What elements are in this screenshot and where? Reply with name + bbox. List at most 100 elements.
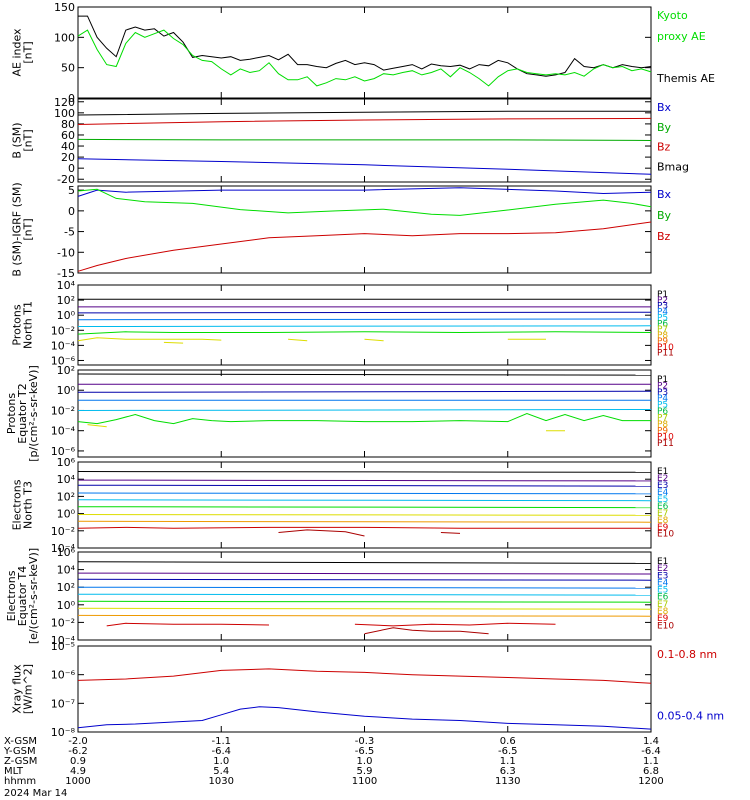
- legend-entry: E8: [657, 516, 669, 526]
- series-line: [77, 318, 652, 321]
- x-tick-label: -2.0: [68, 736, 88, 747]
- series-line: [77, 471, 652, 473]
- series-line: [77, 561, 652, 564]
- series-line: [78, 15, 652, 77]
- legend-entry: E1: [657, 467, 668, 477]
- legend-entry: E6: [657, 593, 669, 603]
- series-line: [77, 706, 652, 730]
- x-tick-label: -1.1: [211, 736, 231, 747]
- y-tick-label: 80: [61, 118, 75, 131]
- series-line: [77, 506, 652, 509]
- x-tick-label: -0.3: [355, 736, 375, 747]
- x-tick-label: -6.5: [355, 746, 375, 757]
- y-tick-label: 20: [61, 151, 75, 164]
- series-line: [77, 586, 652, 589]
- series-line: [77, 337, 222, 342]
- y-tick-label: 40: [61, 140, 75, 153]
- legend-entry: E2: [657, 474, 668, 484]
- series-line: [77, 499, 652, 502]
- legend-entry: By: [657, 209, 672, 222]
- legend-entry: P1: [657, 290, 668, 300]
- x-tick-label: 1100: [352, 776, 377, 787]
- legend-entry: E5: [657, 586, 668, 596]
- series-line: [354, 622, 556, 627]
- series-line: [77, 607, 652, 610]
- x-tick-label: 0.9: [70, 756, 86, 767]
- y-tick-label: -10: [57, 246, 75, 259]
- y-tick-label: 10²: [57, 294, 75, 307]
- y-tick-label: 0: [68, 162, 75, 175]
- series-line: [77, 221, 652, 272]
- series-line: [77, 331, 652, 335]
- y-tick-label: 150: [54, 1, 75, 14]
- series-line: [77, 668, 652, 684]
- legend-entry: P1: [657, 375, 668, 385]
- x-tick-label: 1.1: [500, 756, 516, 767]
- legend-entry: proxy AE: [657, 30, 706, 43]
- legend-entry: E6: [657, 502, 669, 512]
- x-tick-label: 1.4: [643, 736, 659, 747]
- legend-entry: P2: [657, 296, 668, 306]
- legend-entry: E7: [657, 600, 668, 610]
- series-line: [364, 627, 489, 635]
- y-tick-label: 100: [54, 107, 75, 120]
- x-tick-label: 1200: [638, 776, 663, 787]
- series-line: [77, 110, 651, 116]
- y-tick-label: 10⁻⁴: [51, 542, 76, 555]
- series-line: [106, 622, 270, 627]
- legend-entry: P11: [657, 439, 674, 449]
- series-line: [77, 325, 652, 327]
- panel-frame: [77, 185, 652, 274]
- x-tick-label: 5.9: [357, 766, 373, 777]
- series-line: [77, 187, 652, 197]
- legend-entry: By: [657, 121, 672, 134]
- y-axis-label: Electrons: [5, 570, 18, 621]
- y-tick-label: 10⁻⁶: [51, 354, 76, 367]
- legend-entry: E2: [657, 564, 668, 574]
- x-tick-label: 1130: [495, 776, 520, 787]
- y-tick-label: 10⁶: [57, 456, 76, 469]
- x-axis-row-label: hhmm: [4, 776, 36, 787]
- panel-frame: [77, 461, 652, 549]
- y-tick-label: 10⁶: [57, 546, 76, 559]
- series-line: [77, 526, 651, 529]
- y-axis-label: [nT]: [22, 129, 35, 151]
- x-tick-label: 6.8: [643, 766, 659, 777]
- legend-entry: E9: [657, 523, 669, 533]
- series-line: [364, 338, 384, 342]
- date-label: 2024 Mar 14: [4, 788, 67, 799]
- series-line: [77, 409, 652, 411]
- y-axis-label: [e/(cm²-s-sr-keV)]: [27, 548, 40, 644]
- y-tick-label: 10⁻⁴: [51, 339, 76, 352]
- legend-entry: E5: [657, 495, 668, 505]
- x-tick-label: 0.6: [500, 736, 516, 747]
- y-axis-label: Xray flux: [11, 664, 24, 714]
- x-tick-label: 1030: [209, 776, 234, 787]
- legend-entry: P5: [657, 401, 668, 411]
- y-tick-label: 10⁻⁷: [51, 697, 75, 710]
- panel-frame: [77, 284, 652, 366]
- y-tick-label: 10⁻⁶: [51, 445, 76, 458]
- legend-entry: E1: [657, 557, 668, 567]
- legend-entry: E8: [657, 607, 669, 617]
- series-line: [77, 600, 652, 603]
- y-tick-label: 0: [68, 92, 75, 105]
- series-line: [278, 529, 365, 537]
- x-tick-label: 4.9: [70, 766, 86, 777]
- y-axis-label: [W/m^2]: [22, 664, 35, 714]
- legend-entry: Bmag: [657, 160, 689, 173]
- y-axis-label: [p/(cm²-s-sr-keV)]: [27, 365, 40, 462]
- y-tick-label: 0: [68, 205, 75, 218]
- series-line: [77, 138, 652, 141]
- series-line: [77, 311, 652, 314]
- x-tick-label: 1.0: [357, 756, 373, 767]
- x-tick-label: -6.2: [68, 746, 88, 757]
- series-line: [77, 614, 652, 617]
- legend-entry: E9: [657, 614, 669, 624]
- y-tick-label: 50: [61, 62, 75, 75]
- y-axis-label: AE index: [11, 28, 24, 77]
- y-tick-label: 10⁰: [57, 599, 76, 612]
- legend-entry: E3: [657, 571, 668, 581]
- series-line: [288, 338, 308, 342]
